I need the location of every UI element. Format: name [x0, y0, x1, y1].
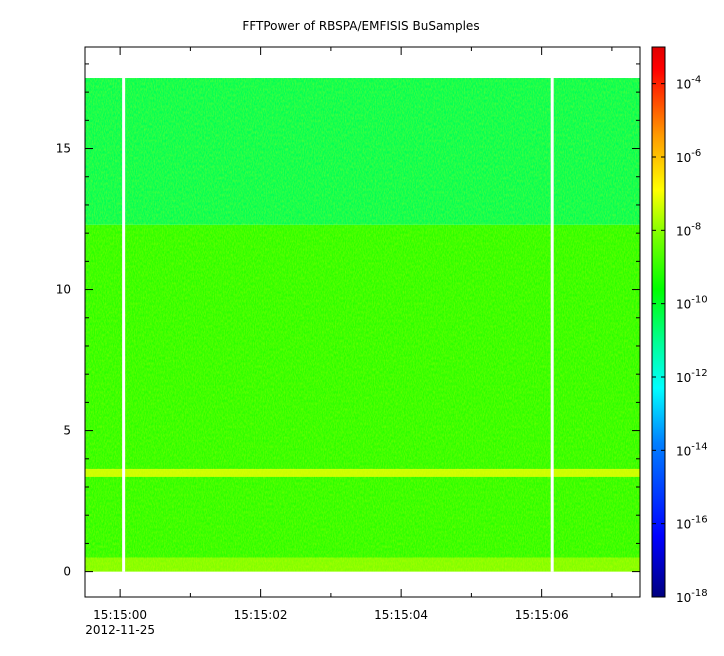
data-gap: [550, 78, 554, 572]
x-date-label: 2012-11-25: [85, 623, 155, 637]
x-axis: 15:15:00 15:15:02 15:15:04 15:15:06 2012-11-…: [85, 47, 613, 637]
y-tick-label: 0: [63, 565, 71, 579]
y-tick-label: 10: [56, 283, 71, 297]
noise-texture: [85, 78, 640, 572]
y-tick-label: 5: [63, 424, 71, 438]
colorbar-tick-label: 10-4: [676, 75, 701, 92]
y-axis: 0 5 10 15: [56, 63, 640, 579]
chart-title: FFTPower of RBSPA/EMFISIS BuSamples: [242, 19, 479, 33]
colorbar-scale: [651, 46, 666, 598]
x-tick-label: 15:15:04: [374, 608, 428, 622]
x-tick-label: 15:15:06: [515, 608, 569, 622]
colorbar: 10-4 10-6 10-8 10-10 10-12 10-14 10-16 10-18: [651, 46, 708, 605]
colorbar-tick-label: 10-12: [676, 368, 708, 385]
plot-frame: [84, 46, 641, 598]
plot-area: [84, 46, 641, 598]
colorbar-tick-label: 10-18: [676, 588, 708, 605]
colorbar-tick-label: 10-10: [676, 295, 708, 312]
y-tick-label: 15: [56, 142, 71, 156]
x-tick-label: 15:15:00: [93, 608, 147, 622]
data-gap: [122, 78, 126, 572]
colorbar-tick-label: 10-6: [676, 148, 701, 165]
colorbar-tick-label: 10-16: [676, 515, 708, 532]
colorbar-tick-label: 10-8: [676, 221, 701, 238]
colorbar-tick-label: 10-14: [676, 441, 708, 458]
x-tick-label: 15:15:02: [234, 608, 288, 622]
